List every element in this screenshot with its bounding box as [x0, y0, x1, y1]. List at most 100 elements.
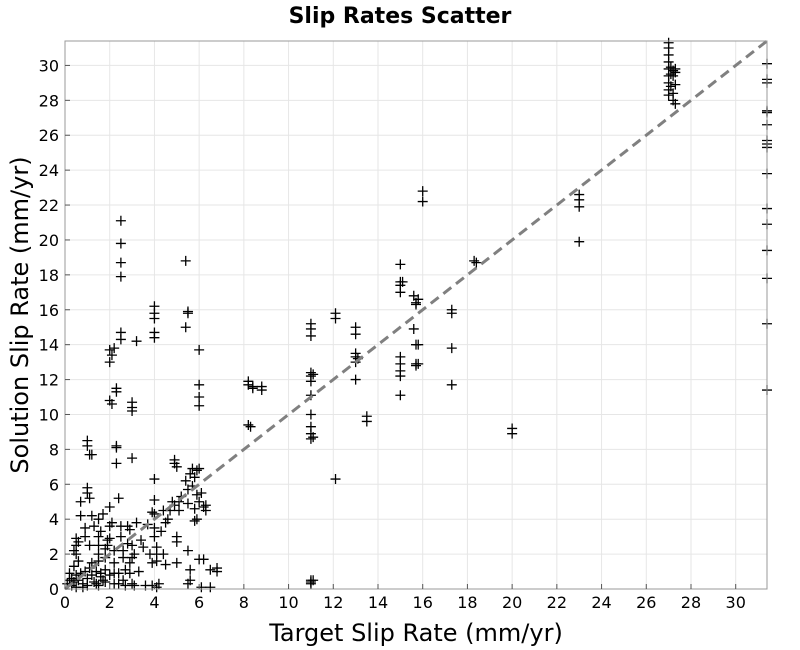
data-point [118, 575, 129, 586]
data-point [109, 557, 120, 568]
data-point [158, 549, 169, 560]
data-point [180, 255, 191, 266]
data-point [127, 405, 138, 416]
data-point [113, 493, 124, 504]
data-point [198, 554, 209, 565]
x-axis-label: Target Slip Rate (mm/yr) [268, 619, 563, 647]
data-point [115, 271, 126, 282]
data-point [131, 517, 142, 528]
data-point [75, 510, 86, 521]
data-point [149, 332, 160, 343]
y-tick-label: 18 [39, 266, 59, 285]
data-point [182, 498, 193, 509]
data-point [670, 67, 681, 78]
data-point [171, 461, 182, 472]
data-point [113, 568, 124, 579]
data-point [395, 259, 406, 270]
data-point [308, 575, 319, 586]
data-point [182, 308, 193, 319]
data-point [124, 557, 135, 568]
data-point [200, 500, 211, 511]
y-tick-label: 4 [49, 510, 59, 529]
reference-line [64, 39, 768, 591]
data-point [147, 507, 158, 518]
data-point [77, 582, 88, 593]
y-axis-label: Solution Slip Rate (mm/yr) [6, 156, 34, 473]
data-point [205, 564, 216, 575]
y-tick-label: 16 [39, 301, 59, 320]
data-point [305, 409, 316, 420]
data-point [196, 488, 207, 499]
data-point [471, 257, 482, 268]
data-point [308, 432, 319, 443]
data-point [305, 433, 316, 444]
data-point [93, 531, 104, 542]
data-point [127, 578, 138, 589]
y-tick-label: 30 [39, 56, 59, 75]
x-tick-label: 0 [60, 593, 70, 612]
data-point [191, 465, 202, 476]
data-point [82, 488, 93, 499]
data-point [111, 440, 122, 451]
data-point [106, 350, 117, 361]
data-point [196, 582, 207, 593]
data-point [75, 496, 86, 507]
data-point [156, 526, 167, 537]
y-tick-label: 12 [39, 371, 59, 390]
y-tick-label: 24 [39, 161, 59, 180]
data-point [305, 376, 316, 387]
data-point [395, 390, 406, 401]
data-point [151, 556, 162, 567]
data-point [84, 493, 95, 504]
data-point [670, 79, 681, 90]
data-point [104, 533, 115, 544]
data-point [397, 276, 408, 287]
data-point [417, 186, 428, 197]
data-point [446, 379, 457, 390]
x-tick-label: 26 [636, 593, 656, 612]
data-point [115, 238, 126, 249]
data-point [171, 557, 182, 568]
data-point [411, 360, 421, 371]
data-point [670, 98, 681, 109]
x-tick-label: 20 [502, 593, 522, 612]
data-point [84, 540, 95, 551]
data-point [109, 343, 120, 354]
data-point [413, 294, 424, 305]
data-point [191, 514, 202, 525]
data-point [127, 453, 138, 464]
data-point [106, 517, 117, 528]
data-point [149, 494, 160, 505]
data-point [408, 323, 419, 334]
data-point [417, 196, 428, 207]
data-point [574, 236, 585, 247]
data-point [93, 514, 104, 525]
data-point [91, 578, 102, 589]
data-point [162, 514, 173, 525]
data-point [189, 503, 200, 514]
data-point [115, 257, 126, 268]
data-point [191, 489, 202, 500]
data-point [160, 559, 171, 570]
data-point [124, 524, 135, 535]
y-tick-label: 20 [39, 231, 59, 250]
data-point [80, 531, 91, 542]
data-point [446, 308, 457, 319]
y-tick-label: 26 [39, 126, 59, 145]
data-point [95, 571, 106, 582]
plot-frame [64, 40, 768, 590]
data-point [98, 508, 109, 519]
data-point [86, 449, 97, 460]
data-point [68, 545, 79, 556]
x-tick-label: 28 [681, 593, 701, 612]
x-tick-label: 30 [726, 593, 746, 612]
data-point [446, 343, 457, 354]
data-point [350, 374, 361, 385]
grid [64, 41, 767, 590]
data-point [180, 475, 191, 486]
data-point [91, 566, 102, 577]
data-point [413, 339, 424, 350]
x-tick-label: 18 [457, 593, 477, 612]
data-point [89, 521, 100, 532]
